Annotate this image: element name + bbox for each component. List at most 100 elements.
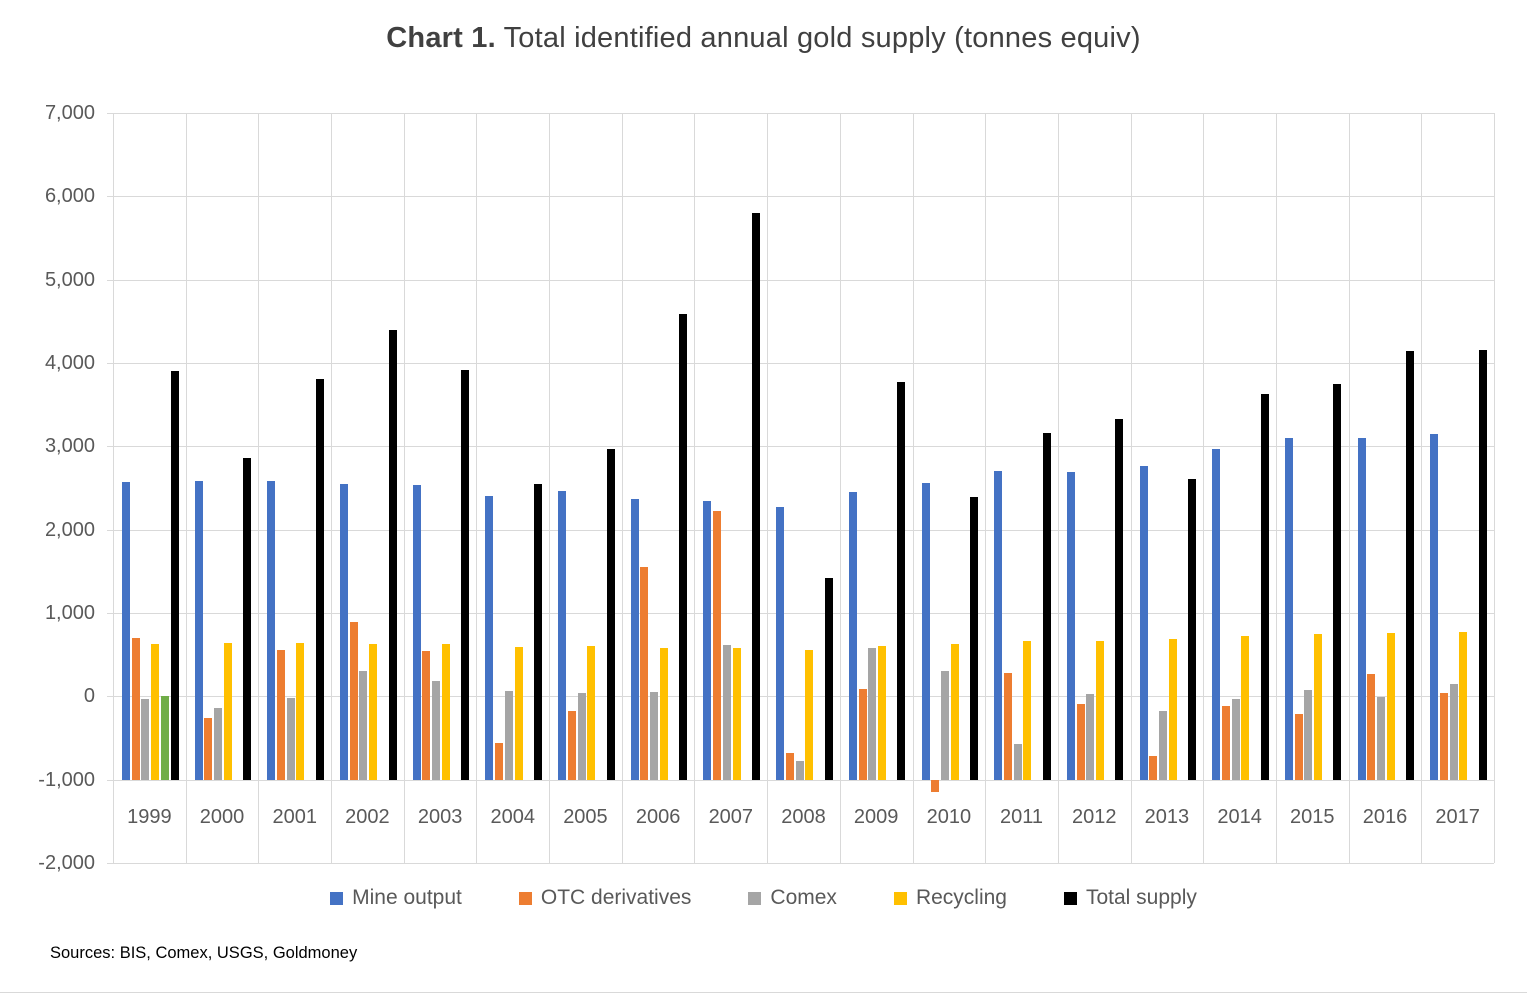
- bar-otc-derivatives-2016: [1367, 674, 1376, 780]
- bar-total-supply-2007: [751, 213, 760, 780]
- bar-mine-output-2014: [1212, 448, 1221, 780]
- bar-otc-derivatives-2005: [567, 710, 576, 780]
- legend-marker-icon: [330, 891, 344, 905]
- bar-comex-2000: [214, 708, 223, 780]
- bar-total-supply-2014: [1260, 394, 1269, 780]
- h-gridline: [113, 279, 1494, 281]
- v-gridline: [985, 113, 987, 863]
- y-axis-tick: [107, 863, 113, 864]
- legend-item-recycling: Recycling: [893, 886, 1007, 910]
- bar-comex-2003: [432, 680, 441, 780]
- bar-otc-derivatives-2003: [422, 650, 431, 780]
- h-gridline: [113, 613, 1494, 614]
- v-gridline: [767, 113, 769, 863]
- y-axis-tick: [107, 613, 113, 614]
- bar-comex-2013: [1158, 710, 1167, 780]
- h-gridline: [113, 696, 1494, 698]
- bar-recycling-2016: [1386, 633, 1395, 780]
- bar-mine-output-2013: [1139, 465, 1148, 780]
- y-axis-tick: [107, 446, 113, 448]
- bottom-border-line: [0, 992, 1527, 993]
- legend-label: OTC derivatives: [540, 886, 692, 909]
- bar-comex-2015: [1304, 689, 1313, 780]
- y-axis-tick: [107, 279, 113, 281]
- bar-otc-derivatives-2006: [640, 566, 649, 780]
- v-gridline: [476, 113, 478, 863]
- bar-mine-output-2000: [194, 480, 203, 780]
- y-axis-label: 1,000: [44, 602, 95, 624]
- x-axis-label-2005: 2005: [563, 805, 608, 828]
- bar-comex-2012: [1086, 694, 1095, 780]
- bar-total-supply-2004: [533, 483, 542, 780]
- v-gridline: [839, 113, 841, 863]
- bar-recycling-2013: [1168, 639, 1177, 780]
- bar-total-supply-2011: [1042, 433, 1051, 780]
- v-gridline: [1275, 113, 1277, 863]
- y-axis-label: 5,000: [44, 268, 95, 291]
- v-gridline: [549, 113, 551, 863]
- x-axis-label-2012: 2012: [1071, 805, 1117, 828]
- y-axis-label: -2,000: [38, 852, 95, 874]
- bar-recycling-2006: [659, 648, 668, 780]
- bar-comex-2010: [940, 670, 949, 780]
- bar-total-supply-2016: [1406, 350, 1415, 780]
- bar-total-supply-2006: [679, 314, 688, 780]
- v-gridline: [1348, 113, 1350, 863]
- bar-total-supply-2001: [315, 378, 324, 780]
- bar-otc-derivatives-2001: [277, 649, 286, 780]
- bar-total-supply-1999: [170, 371, 179, 780]
- bar-otc-derivatives-2007: [713, 511, 722, 780]
- chart-title: Chart 1. Total identified annual gold su…: [0, 22, 1527, 55]
- bar-comex-2011: [1013, 743, 1022, 780]
- bar-total-supply-2002: [388, 329, 397, 780]
- chart-title-prefix: Chart 1.: [386, 22, 496, 54]
- h-gridline: [113, 529, 1494, 531]
- bar-total-supply-2010: [970, 497, 979, 780]
- bar-otc-derivatives-2015: [1294, 713, 1303, 780]
- bar-recycling-2014: [1241, 635, 1250, 780]
- bar-mine-output-2015: [1284, 438, 1293, 780]
- bar-mine-output-2002: [340, 484, 349, 780]
- bar-recycling-2012: [1095, 640, 1104, 780]
- bar-recycling-2017: [1459, 632, 1468, 780]
- source-note: Sources: BIS, Comex, USGS, Goldmoney: [50, 944, 358, 962]
- x-axis-label-2015: 2015: [1290, 805, 1335, 828]
- x-axis-label-2010: 2010: [926, 805, 972, 828]
- bar-recycling-2002: [369, 643, 378, 780]
- bar-total-supply-2009: [897, 382, 906, 780]
- y-axis-label: 2,000: [44, 518, 95, 541]
- v-gridline: [258, 113, 260, 863]
- bar-mine-output-2006: [630, 499, 639, 780]
- bar-comex-1999: [141, 698, 150, 780]
- bar-total-supply-2003: [461, 370, 470, 780]
- x-axis-label-2017: 2017: [1435, 805, 1480, 828]
- legend-item-total-supply: Total supply: [1063, 886, 1197, 910]
- bar-recycling-2001: [296, 643, 305, 780]
- bar-otc-derivatives-2017: [1440, 692, 1449, 780]
- legend-marker-icon: [1063, 891, 1077, 905]
- x-axis-label-2013: 2013: [1144, 805, 1190, 828]
- x-axis-label-2007: 2007: [708, 805, 754, 828]
- bar-total-supply-2000: [243, 458, 252, 780]
- bar-comex-2017: [1449, 683, 1458, 780]
- y-axis-label: 4,000: [44, 352, 95, 374]
- bar-recycling-2004: [514, 647, 523, 780]
- v-gridline: [331, 113, 333, 863]
- bar-recycling-2003: [441, 644, 450, 780]
- y-axis-tick: [107, 196, 113, 198]
- v-gridline: [912, 113, 914, 863]
- bar-mine-output-2005: [558, 490, 567, 780]
- bar-total-supply-2005: [606, 448, 615, 780]
- bar-comex-2005: [577, 693, 586, 780]
- legend-marker-icon: [518, 891, 532, 905]
- bar-comex-2016: [1377, 697, 1386, 780]
- bar-mine-output-2007: [703, 500, 712, 780]
- v-gridline: [1130, 113, 1132, 863]
- bar-recycling-2011: [1023, 640, 1032, 780]
- bar-comex-2004: [504, 690, 513, 780]
- y-axis-label: 3,000: [44, 435, 95, 458]
- bar-otc-derivatives-2000: [204, 718, 213, 780]
- bar-comex-2002: [359, 671, 368, 780]
- bar-mine-output-2010: [921, 483, 930, 780]
- y-axis-tick: [107, 696, 113, 698]
